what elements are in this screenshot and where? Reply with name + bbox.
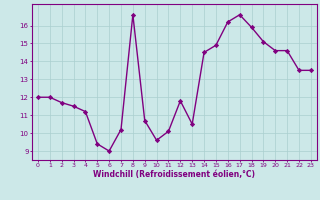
X-axis label: Windchill (Refroidissement éolien,°C): Windchill (Refroidissement éolien,°C) bbox=[93, 170, 255, 179]
